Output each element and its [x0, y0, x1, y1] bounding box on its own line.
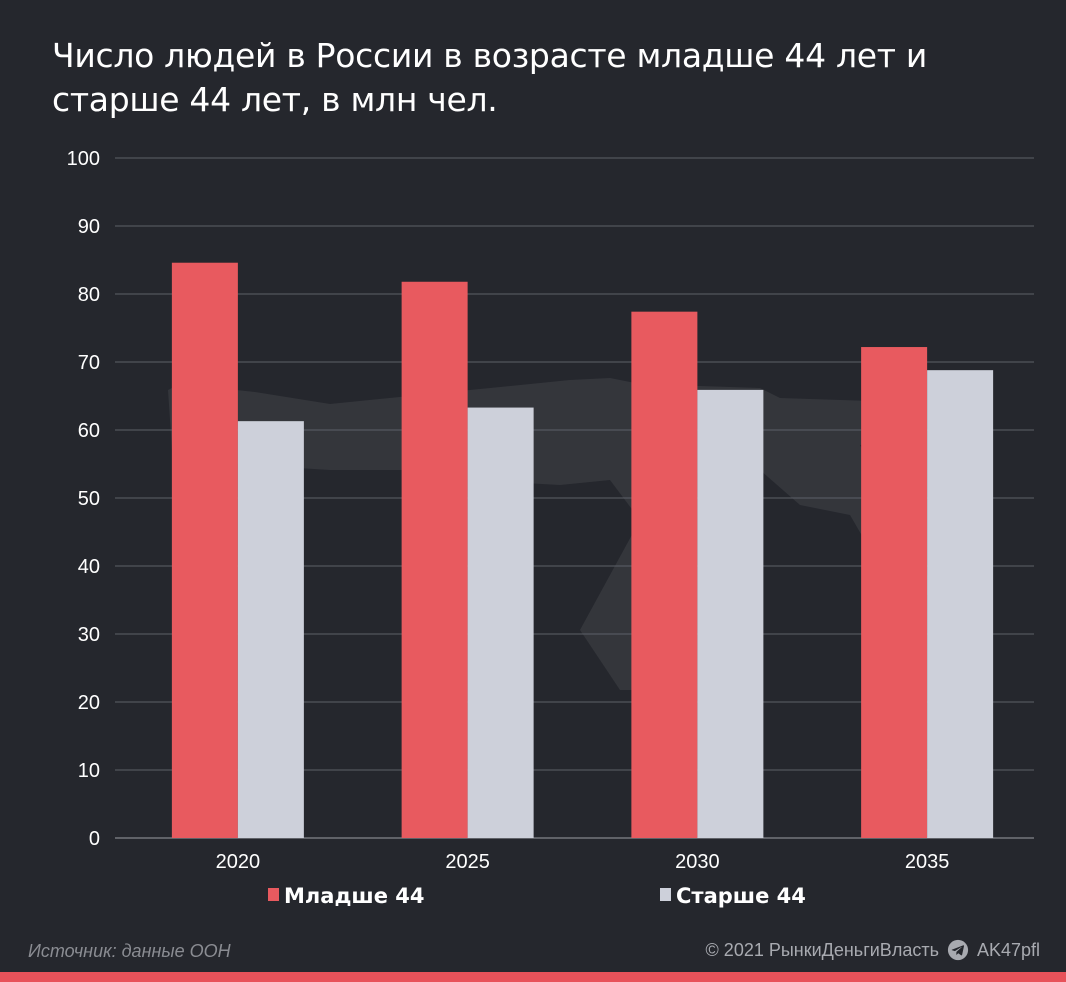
y-tick-label: 40 — [78, 556, 100, 578]
accent-bar — [0, 972, 1066, 982]
bar-older — [697, 389, 764, 838]
bar-younger — [171, 262, 238, 839]
bar-older — [927, 370, 994, 838]
source-note: Источник: данные ООН — [28, 941, 231, 961]
y-tick-label: 50 — [78, 488, 100, 510]
x-tick-label: 2025 — [445, 851, 490, 873]
x-tick-label: 2030 — [675, 851, 720, 873]
channel-name: AK47pfl — [976, 939, 1040, 960]
legend-swatch — [660, 888, 671, 901]
y-tick-label: 90 — [78, 216, 100, 238]
credit: © 2021 РынкиДеньгиВласть AK47pfl — [706, 939, 1040, 961]
y-tick-label: 80 — [78, 284, 100, 306]
legend-label: Старше 44 — [676, 884, 806, 908]
y-tick-label: 100 — [67, 148, 100, 170]
bar-younger — [861, 347, 928, 838]
bar-younger — [401, 281, 468, 838]
bar-younger — [631, 311, 698, 838]
legend-swatch — [268, 888, 279, 901]
y-tick-label: 70 — [78, 352, 100, 374]
chart-title: Число людей в России в возрасте младше 4… — [52, 36, 928, 119]
y-tick-label: 20 — [78, 692, 100, 714]
telegram-icon — [947, 939, 969, 961]
legend-label: Младше 44 — [284, 884, 425, 908]
y-tick-label: 0 — [89, 828, 100, 850]
bar-older — [467, 407, 534, 838]
y-tick-label: 30 — [78, 624, 100, 646]
bar-older — [237, 421, 304, 838]
y-tick-label: 60 — [78, 420, 100, 442]
x-tick-label: 2035 — [905, 851, 950, 873]
x-tick-label: 2020 — [216, 851, 261, 873]
copyright-text: © 2021 РынкиДеньгиВласть — [705, 939, 939, 960]
y-tick-label: 10 — [78, 760, 100, 782]
